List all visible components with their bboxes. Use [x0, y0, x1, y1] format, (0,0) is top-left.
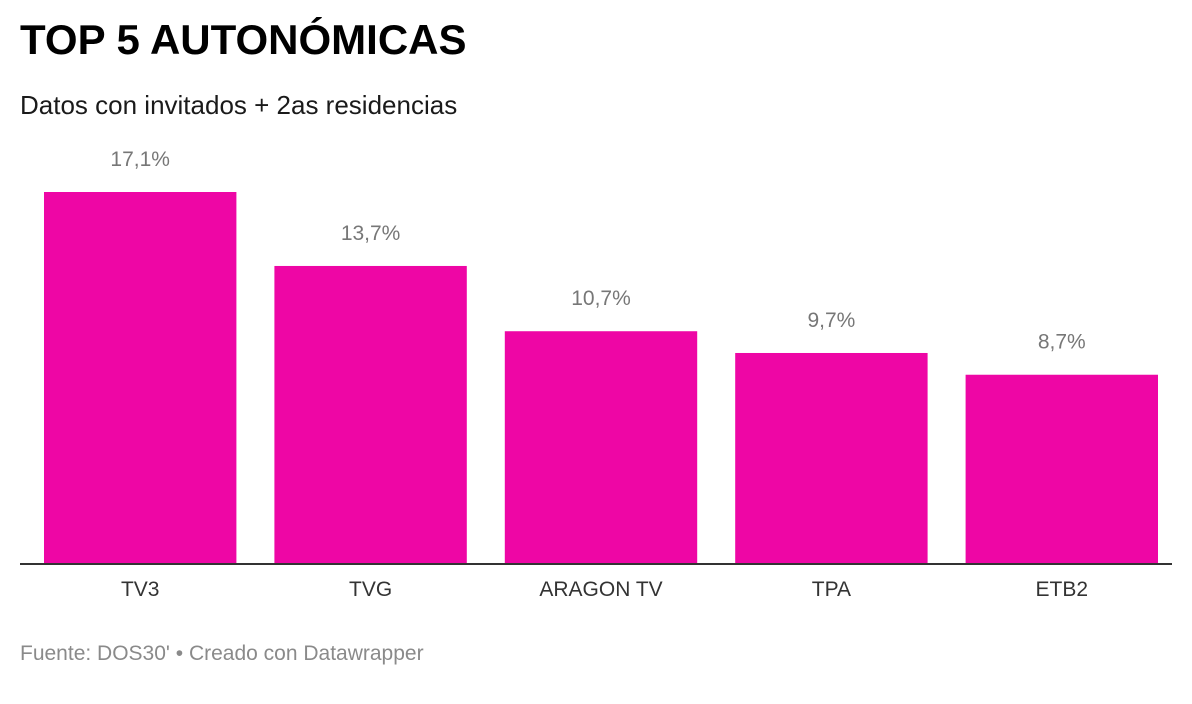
value-label: 10,7% — [571, 287, 631, 310]
value-label: 8,7% — [1038, 331, 1086, 354]
bar-aragon-tv — [504, 331, 698, 564]
bar-chart: 17,1% TV3 13,7% TVG 10,7% ARAGON TV 9,7% TPA 8,7… — [20, 148, 1172, 601]
bar-tpa — [735, 352, 928, 564]
value-label: 17,1% — [110, 148, 170, 171]
category-label: TPA — [812, 578, 851, 601]
chart-subtitle: Datos con invitados + 2as residencias — [20, 90, 458, 120]
category-label: TVG — [349, 578, 392, 601]
bar-tv3 — [44, 192, 237, 564]
category-label: ETB2 — [1036, 578, 1089, 601]
bar-tvg — [274, 265, 467, 564]
source-footer: Fuente: DOS30' • Creado con Datawrapper — [20, 642, 424, 665]
value-label: 13,7% — [341, 222, 401, 245]
category-label: TV3 — [121, 578, 160, 601]
category-label: ARAGON TV — [539, 578, 662, 601]
value-label: 9,7% — [807, 309, 855, 332]
bar-etb2 — [965, 374, 1158, 564]
chart-title: TOP 5 AUTONÓMICAS — [20, 16, 467, 63]
